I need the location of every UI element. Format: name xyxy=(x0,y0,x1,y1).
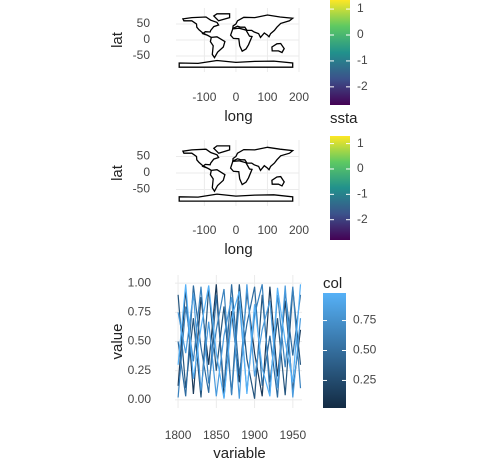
y-tick-label: -50 xyxy=(133,48,151,62)
colorbar-label: 1 xyxy=(357,136,364,150)
x-tick-label: 200 xyxy=(289,90,309,104)
y-axis-title: value xyxy=(109,324,126,360)
line xyxy=(177,284,302,399)
land xyxy=(209,169,226,193)
y-tick-label: 50 xyxy=(137,16,151,30)
x-tick-label: -100 xyxy=(192,90,216,104)
y-tick-label: 0.25 xyxy=(128,363,152,377)
land xyxy=(178,59,294,68)
colorbar-label: -2 xyxy=(357,79,368,93)
colorbar-label: 0.25 xyxy=(353,373,377,387)
line xyxy=(177,284,302,399)
x-axis-title: long xyxy=(224,241,252,258)
x-tick-label: 100 xyxy=(257,223,277,237)
land xyxy=(181,16,220,38)
colorbar-label: 0 xyxy=(357,27,364,41)
land xyxy=(212,13,231,22)
x-tick-label: 100 xyxy=(257,90,277,104)
x-tick-label: 1900 xyxy=(241,428,268,442)
x-tick-label: 1800 xyxy=(165,428,192,442)
y-tick-label: 1.00 xyxy=(128,275,152,289)
land xyxy=(271,175,285,187)
land xyxy=(178,193,294,202)
x-tick-label: 0 xyxy=(233,223,240,237)
colorbar-label: -1 xyxy=(357,187,368,201)
x-tick-label: 1950 xyxy=(279,428,306,442)
line xyxy=(177,284,302,399)
y-tick-label: 0.50 xyxy=(128,334,152,348)
land xyxy=(229,160,253,186)
land xyxy=(212,145,231,154)
panel: 1800 1850 1900 1950 0.00 0.25 0.50 0.75 1.00 vari… xyxy=(109,275,377,462)
legend-title: ssta xyxy=(330,110,358,127)
y-axis-title: lat xyxy=(109,164,126,181)
colorbar-label: 1 xyxy=(357,1,364,15)
x-tick-label: 0 xyxy=(233,90,240,104)
x-axis-title: variable xyxy=(213,445,266,462)
x-tick-label: 1850 xyxy=(203,428,230,442)
y-axis-title: lat xyxy=(109,31,126,48)
panel: -100 0 100 200 50 0 -50 long lat 1 0 -1 -2 xyxy=(109,0,368,125)
land xyxy=(232,14,295,39)
y-tick-label: 0 xyxy=(143,32,150,46)
colorbar-label: -2 xyxy=(357,212,368,226)
y-tick-label: 0.75 xyxy=(128,305,152,319)
land xyxy=(232,146,295,172)
land xyxy=(181,148,220,171)
y-tick-label: 0 xyxy=(143,165,150,179)
land xyxy=(209,36,226,59)
x-tick-label: 200 xyxy=(289,223,309,237)
x-axis-title: long xyxy=(224,108,252,125)
colorbar-label: 0.50 xyxy=(353,343,377,357)
panel: -100 0 100 200 50 0 -50 long lat 1 0 -1 -2 ssta xyxy=(109,110,368,258)
y-tick-label: 0.00 xyxy=(128,392,152,406)
land xyxy=(229,27,253,53)
land xyxy=(271,42,285,54)
legend-title: col xyxy=(323,275,342,292)
colorbar-label: 0 xyxy=(357,161,364,175)
y-tick-label: 50 xyxy=(137,149,151,163)
colorbar xyxy=(330,136,350,240)
line xyxy=(177,284,302,398)
colorbar xyxy=(323,293,346,408)
colorbar-label: 0.75 xyxy=(353,313,377,327)
line xyxy=(177,284,302,398)
x-tick-label: -100 xyxy=(192,223,216,237)
colorbar-label: -1 xyxy=(357,53,368,67)
colorbar xyxy=(330,0,350,105)
y-tick-label: -50 xyxy=(133,182,151,196)
